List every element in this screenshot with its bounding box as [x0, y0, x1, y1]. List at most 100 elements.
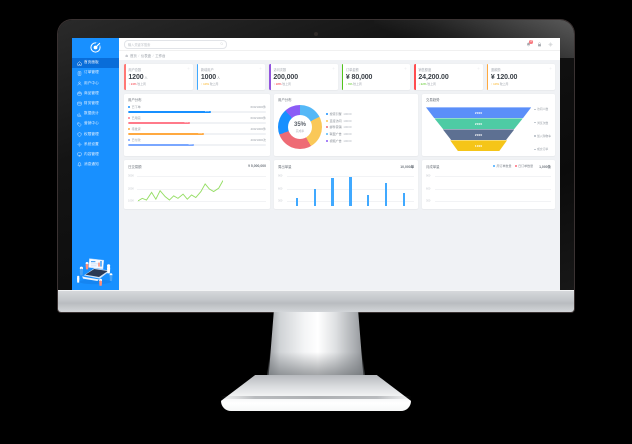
lock-icon[interactable]	[537, 41, 542, 47]
sidebar-item-label: 系统设置	[84, 141, 99, 146]
funnel-note: 成交订单	[534, 147, 551, 151]
funnel-segment[interactable]: 2000	[426, 107, 532, 119]
panel-title: 周出单量	[278, 164, 292, 169]
box-icon	[77, 91, 82, 96]
legend-item[interactable]: 联盟广告 10000	[326, 132, 352, 136]
breadcrumb: 首页 / 仪表盘 / 工作台	[119, 51, 560, 60]
legend-dot	[326, 126, 328, 129]
gear-icon[interactable]	[548, 42, 553, 47]
stat-number: ¥ 80,000	[345, 73, 373, 81]
sidebar-item-permissions[interactable]: 权限管理	[72, 129, 119, 139]
grouped-bar-series	[436, 172, 550, 206]
search-input[interactable]: 输入关键字搜索	[124, 39, 227, 49]
sidebar-item-content[interactable]: 内容管理	[72, 150, 119, 160]
progress-label: 已付款	[131, 138, 141, 143]
stat-card[interactable]: 访问次数 200,000 ↑ 18% 较上周	[269, 64, 338, 90]
brand-logo[interactable]	[72, 38, 119, 56]
legend-item[interactable]: 直接访问 10000	[326, 119, 352, 123]
accent-bar	[341, 64, 344, 90]
gear-icon[interactable]	[331, 67, 335, 70]
file-icon	[77, 71, 82, 76]
series-dot	[128, 117, 130, 120]
bar[interactable]	[402, 192, 406, 206]
accent-bar	[124, 64, 126, 90]
sidebar-item-finance[interactable]: 财务管理	[72, 99, 119, 109]
note-dot	[534, 135, 536, 137]
breadcrumb-item-0[interactable]: 首页	[129, 54, 137, 58]
sidebar-item-label: 商品管理	[84, 90, 99, 95]
bar[interactable]	[331, 177, 334, 206]
sidebar-item-statistics[interactable]: 数据统计	[72, 109, 119, 119]
sidebar-item-label: 数据统计	[84, 111, 99, 116]
shield-icon	[77, 132, 82, 137]
sidebar-item-label: 用户中心	[84, 80, 99, 85]
sidebar-item-marketing[interactable]: 营销中心	[72, 119, 119, 129]
stat-value: 24,200.00	[418, 74, 479, 81]
stat-card[interactable]: 销售额度 24,200.00 ↓ 22% 较上周	[414, 64, 483, 90]
gear-icon[interactable]	[404, 67, 407, 70]
donut-label: 完成率	[295, 128, 305, 133]
home-icon	[125, 54, 128, 57]
bar[interactable]	[295, 198, 299, 206]
legend-item[interactable]: 日订单数量	[514, 164, 533, 168]
stat-card[interactable]: 退款额 ¥ 120.00 ↑ 10% 较上周	[486, 64, 555, 90]
sidebar-item-products[interactable]: 商品管理	[72, 89, 119, 99]
gear-icon[interactable]	[186, 67, 190, 70]
stat-number: 1200	[128, 73, 144, 81]
legend-item[interactable]: 邮件营销 10000	[326, 125, 352, 129]
y-tick: 300	[426, 199, 431, 203]
sidebar-item-home[interactable]: 首页面板	[72, 58, 119, 69]
stat-card[interactable]: 用户总数 1200人 ↑ 13% 较上周	[124, 64, 193, 90]
panel-title: 日交易额	[128, 164, 142, 169]
legend-label: 直接访问	[329, 118, 342, 123]
bar[interactable]	[367, 195, 370, 206]
bar[interactable]	[384, 183, 388, 206]
panel-title: 交易趋势	[426, 98, 440, 103]
stat-number: 1000	[200, 73, 217, 81]
donut-legend: 搜索引擎 10000 直接访问 10000 邮件营销 10000 联盟广告 10000 …	[326, 112, 352, 143]
progress-track: 48%	[128, 143, 266, 147]
stat-number: 200,000	[273, 73, 298, 81]
bell-icon[interactable]: 6	[526, 40, 533, 47]
gear-icon[interactable]	[476, 67, 480, 70]
bar[interactable]	[349, 177, 352, 206]
gear-icon[interactable]	[549, 67, 552, 70]
funnel-segment[interactable]: 1000	[450, 140, 508, 152]
sidebar-item-label: 内容管理	[84, 151, 99, 156]
stat-card[interactable]: 订单金额 ¥ 80,000 ↓ 6% 较上周	[341, 64, 410, 90]
legend-item[interactable]: 搜索引擎 10000	[326, 112, 352, 116]
legend-value: 10000	[343, 138, 352, 143]
donut-ring[interactable]: 35% 完成率	[278, 105, 322, 150]
sidebar-item-messages[interactable]: 消息通知	[72, 160, 119, 170]
legend-item[interactable]: 周订单数量	[492, 164, 512, 168]
note-dot	[534, 121, 536, 124]
stat-value: ¥ 80,000	[346, 74, 407, 81]
stat-note: 较上周	[282, 82, 291, 87]
breadcrumb-item-1[interactable]: 仪表盘	[140, 54, 152, 58]
progress-label: 已用完	[131, 116, 141, 121]
progress-fill: 48%	[128, 143, 195, 147]
progress-track: 60%	[128, 110, 266, 114]
line-chart-panel: 日交易额 ¥ 5,000,000 3000 2000 1000	[124, 159, 270, 210]
bar[interactable]	[313, 189, 316, 206]
funnel-chart: 2000 2000 2000 1000 访问人数 浏览次数 加入购物车	[426, 105, 551, 152]
gear-icon[interactable]	[259, 67, 262, 70]
sidebar-item-label: 财务管理	[84, 101, 99, 106]
sidebar-item-users[interactable]: 用户中心	[72, 78, 119, 88]
sidebar-item-settings[interactable]: 系统设置	[72, 140, 119, 150]
sidebar-menu: 首页面板 订单管理 用户中心 商品管理	[72, 58, 119, 170]
breadcrumb-separator: /	[138, 53, 140, 58]
legend-dot	[492, 164, 495, 167]
stat-card[interactable]: 新增用户 1000人 ↑ 10% 较上周	[196, 64, 265, 90]
legend-value: 10000	[343, 118, 352, 123]
imac-monitor-frame: 首页面板 订单管理 用户中心 商品管理	[58, 20, 574, 312]
bell-icon	[77, 162, 82, 168]
funnel-segment[interactable]: 2000	[442, 129, 515, 141]
top-bar: 输入关键字搜索 6	[119, 38, 560, 51]
progress-value: 400/1000件	[250, 127, 266, 132]
sidebar-item-orders[interactable]: 订单管理	[72, 68, 119, 78]
funnel-segment[interactable]: 2000	[434, 118, 523, 130]
stat-title: 退款额	[490, 68, 501, 73]
stat-cards-row: 用户总数 1200人 ↑ 13% 较上周 新增用户 1000人 ↑ 10% 较上…	[124, 64, 555, 90]
legend-item[interactable]: 视频广告 10000	[326, 139, 352, 143]
